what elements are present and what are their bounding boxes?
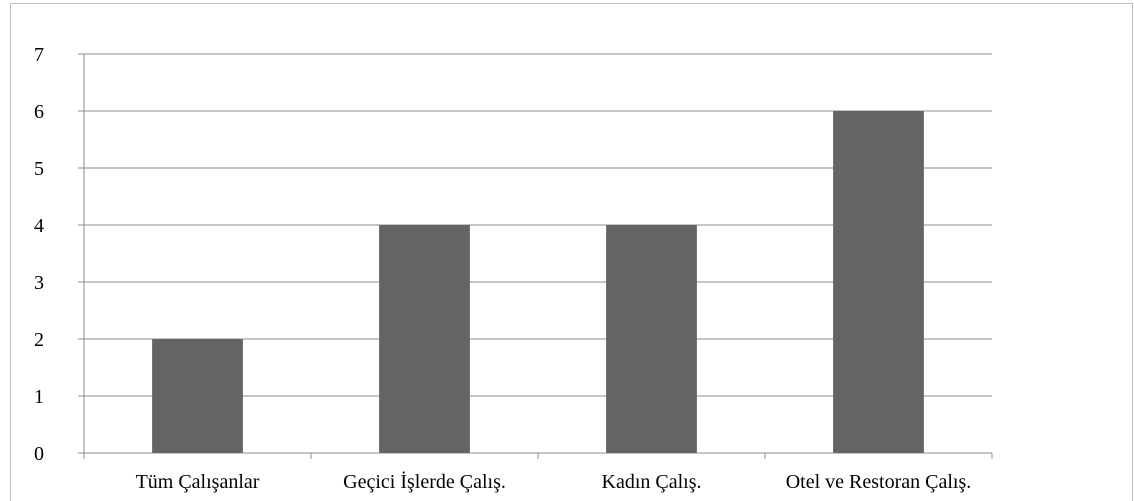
y-tick-label-2: 2 xyxy=(34,329,44,351)
bar-3 xyxy=(833,111,924,453)
y-tick-label-1: 1 xyxy=(34,386,44,408)
bar-2 xyxy=(606,225,697,453)
y-tick-label-0: 0 xyxy=(34,443,44,465)
y-tick-label-6: 6 xyxy=(34,101,44,123)
y-tick-label-3: 3 xyxy=(34,272,44,294)
x-category-label-1: Geçici İşlerde Çalış. xyxy=(343,470,506,493)
x-category-label-3: Otel ve Restoran Çalış. xyxy=(786,471,972,493)
chart-frame xyxy=(10,3,1133,501)
y-tick-label-5: 5 xyxy=(34,158,44,180)
bar-1 xyxy=(379,225,470,453)
y-tick-label-7: 7 xyxy=(34,44,44,66)
x-category-label-0: Tüm Çalışanlar xyxy=(136,471,260,493)
x-category-label-2: Kadın Çalış. xyxy=(602,471,702,493)
bar-0 xyxy=(152,339,243,453)
y-tick-label-4: 4 xyxy=(34,215,44,237)
